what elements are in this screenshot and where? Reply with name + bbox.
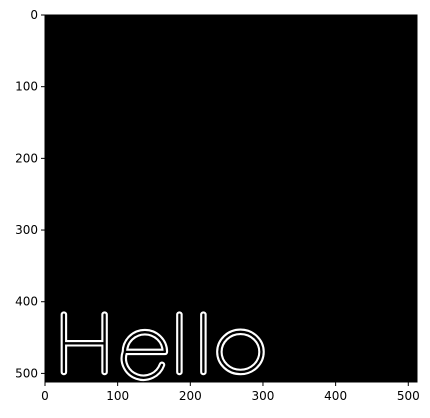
axes-frame (44, 14, 418, 383)
glyph-h (60, 311, 108, 376)
image-background (45, 15, 417, 382)
x-tick-label: 200 (179, 389, 202, 403)
y-tick-label: 300 (15, 223, 38, 237)
y-tick-label: 200 (15, 151, 38, 165)
x-tick-label: 100 (106, 389, 129, 403)
x-tick-label: 500 (397, 389, 420, 403)
x-tick-label: 300 (252, 389, 275, 403)
rendered-text-hello (60, 311, 265, 381)
glyph-o (216, 328, 265, 376)
x-axis: 0 100 200 300 400 500 (41, 382, 420, 403)
y-tick-label: 500 (15, 366, 38, 380)
y-tick-label: 100 (15, 80, 38, 94)
x-tick-label: 400 (324, 389, 347, 403)
y-tick-label: 400 (15, 295, 38, 309)
y-tick-label: 0 (30, 8, 38, 22)
y-axis: 0 100 200 300 400 500 (15, 8, 45, 380)
glyph-e (120, 328, 169, 381)
x-tick-label: 0 (41, 389, 49, 403)
